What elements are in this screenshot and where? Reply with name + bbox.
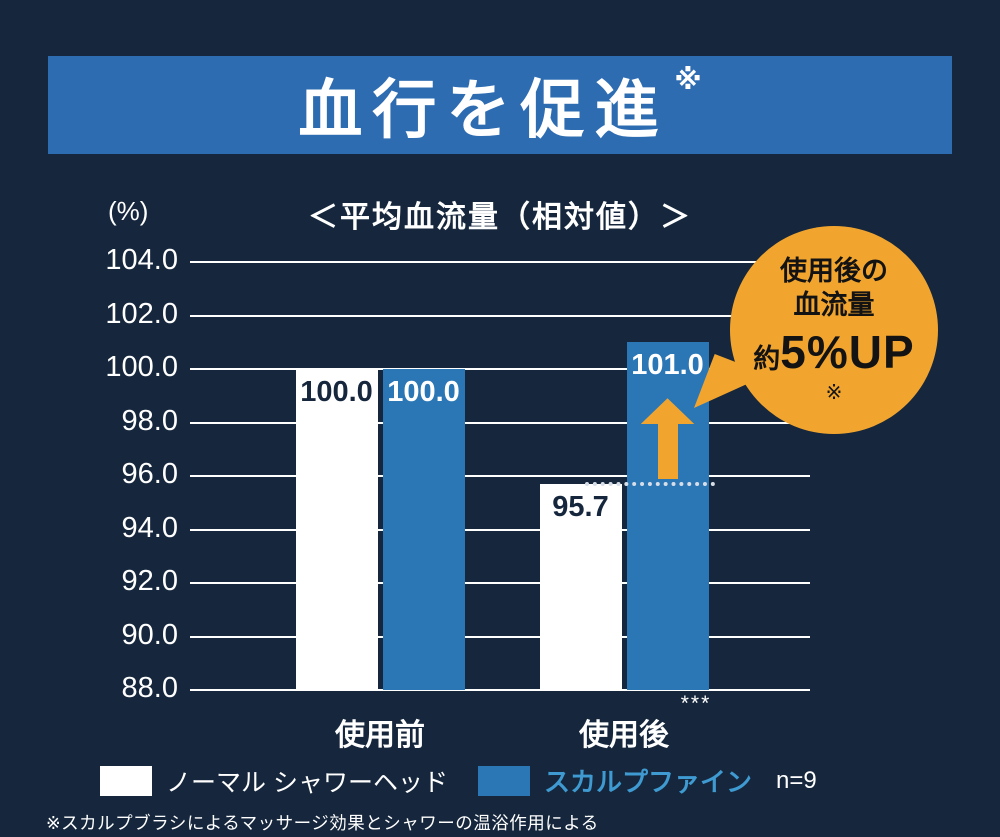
gridline bbox=[190, 582, 810, 584]
up-arrow-head bbox=[640, 398, 695, 425]
title-note-mark: ※ bbox=[674, 63, 702, 95]
title-banner: 血行を促進 ※ bbox=[48, 56, 952, 154]
legend-swatch-scalp-fine bbox=[477, 765, 530, 796]
up-arrow-shaft bbox=[657, 424, 678, 480]
y-tick-label: 104.0 bbox=[105, 244, 178, 277]
gridline bbox=[190, 261, 810, 263]
footnote: ※スカルプブラシによるマッサージ効果とシャワーの温浴作用による bbox=[46, 813, 599, 833]
callout-note-mark: ※ bbox=[825, 382, 843, 405]
legend-label-normal-shower: ノーマル シャワーヘッド bbox=[166, 768, 448, 797]
callout-line2: 血流量 bbox=[793, 289, 875, 320]
y-tick-label: 92.0 bbox=[121, 565, 178, 598]
callout-value-text: 5%UP bbox=[780, 326, 915, 379]
bar-normal-使用前: 100.0 bbox=[295, 369, 378, 690]
gridline bbox=[190, 528, 810, 531]
chart-title: ＜平均血流量（相対値）＞ bbox=[308, 201, 692, 234]
page-title: 血行を促進 bbox=[298, 74, 669, 146]
sample-size: n=9 bbox=[775, 766, 817, 794]
gridline bbox=[190, 689, 810, 691]
callout-bubble: 使用後の 血流量 約 5%UP ※ bbox=[694, 226, 938, 434]
y-tick-label: 100.0 bbox=[105, 351, 178, 384]
gridline bbox=[190, 475, 810, 477]
up-arrow-icon bbox=[640, 398, 695, 480]
bar-value-label: 95.7 bbox=[552, 491, 609, 524]
gridline bbox=[190, 635, 810, 638]
bar-scalpfine-使用後: 101.0 bbox=[626, 342, 709, 690]
bar-value-label: 101.0 bbox=[631, 349, 704, 382]
bar-value-label: 100.0 bbox=[300, 376, 373, 408]
bar-normal-使用後: 95.7 bbox=[539, 484, 622, 690]
x-axis-label: 使用後 bbox=[579, 719, 669, 752]
y-axis-unit-label: (%) bbox=[108, 196, 149, 226]
gridline bbox=[190, 421, 810, 424]
legend: ノーマル シャワーヘッド スカルプファイン n=9 bbox=[100, 762, 817, 799]
y-tick-label: 90.0 bbox=[121, 618, 178, 651]
bar-value-label: 100.0 bbox=[387, 376, 460, 408]
legend-label-scalp-fine: スカルプファイン bbox=[543, 767, 752, 797]
y-tick-label: 88.0 bbox=[121, 672, 178, 705]
y-tick-label: 96.0 bbox=[121, 458, 178, 491]
gridline bbox=[190, 314, 810, 317]
callout-value: 約 5%UP bbox=[753, 325, 914, 379]
significance-marker: *** bbox=[680, 692, 712, 715]
y-tick-label: 94.0 bbox=[121, 511, 178, 544]
x-axis-label: 使用前 bbox=[335, 719, 425, 752]
callout-value-prefix: 約 bbox=[753, 344, 781, 375]
dotted-reference-line bbox=[585, 482, 715, 487]
gridline bbox=[190, 368, 810, 370]
y-tick-label: 102.0 bbox=[105, 297, 178, 330]
legend-swatch-normal-shower bbox=[100, 765, 152, 796]
bar-scalpfine-使用前: 100.0 bbox=[382, 369, 465, 690]
callout-line1: 使用後の bbox=[780, 255, 888, 286]
y-tick-label: 98.0 bbox=[121, 404, 178, 437]
